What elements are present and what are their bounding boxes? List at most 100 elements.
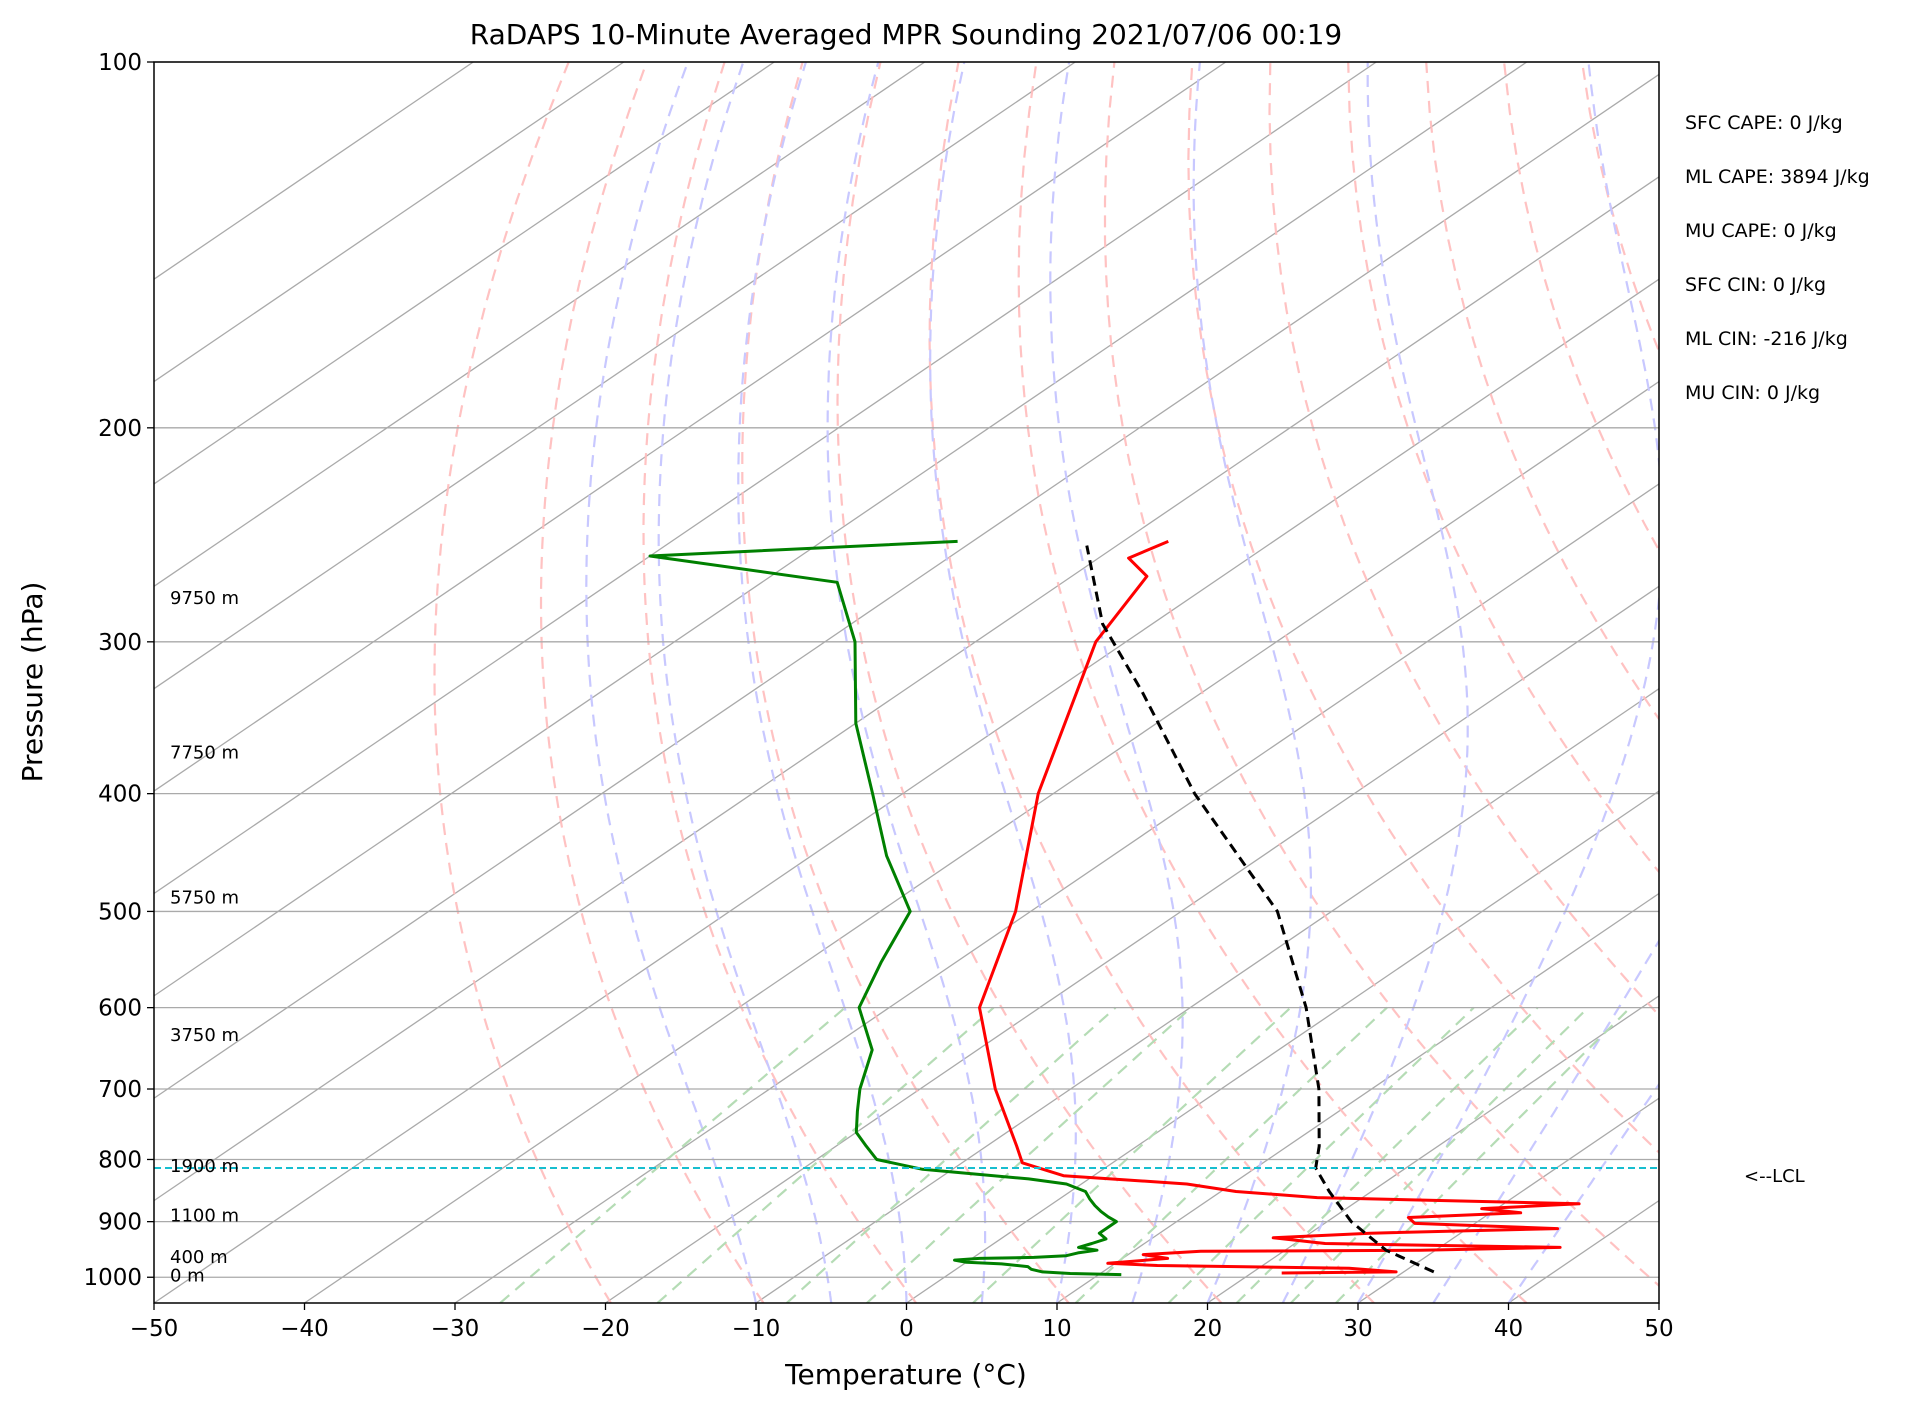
temperature-line [978,540,1581,1275]
height-label: 0 m [170,1266,205,1287]
y-tick-label: 700 [98,1077,142,1103]
x-tick-label: 30 [1343,1316,1372,1342]
isotherm-line [154,73,1659,1100]
dry-adiabat-line [1503,62,1659,553]
isotherm-line [906,790,1659,1303]
y-tick-label: 400 [98,782,142,808]
isotherm-line [605,585,1659,1303]
dry-adiabat-line [741,62,1070,1303]
dry-adiabat-line [433,62,612,1303]
height-label: 5750 m [170,888,239,909]
height-label: 7750 m [170,743,239,764]
x-tick-label: 20 [1193,1316,1222,1342]
x-tick-label: −40 [280,1316,329,1342]
moist-adiabat-line [657,62,833,1303]
dry-adiabat-line [642,62,917,1303]
dry-adiabat-line [1268,62,1659,1017]
x-tick-label: 40 [1494,1316,1523,1342]
height-label: 3750 m [170,1025,239,1046]
isotherm-line [154,62,474,280]
isotherm-line [1658,1302,1659,1303]
stat-line: SFC CIN: 0 J/kg [1685,274,1826,296]
pressure-gridlines [154,61,1659,1278]
lcl-label: <--LCL [1744,1166,1805,1187]
isotherm-line [154,278,1659,1303]
dewpoint-line [648,539,1122,1277]
dry-adiabat-line [1894,62,1914,1303]
dry-adiabat-line [1660,62,1914,1303]
stat-line: MU CIN: 0 J/kg [1685,382,1820,404]
parcel-profile-line [1085,545,1435,1274]
dry-adiabat-line [928,62,1375,1303]
mixing-ratio-line [1167,1006,1475,1303]
y-ticks: 100 200 300 400 500 600 700 800 900 1000 [83,50,154,1291]
moist-adiabat-line [1192,62,1313,1303]
x-axis-label: Temperature (°C) [784,1358,1027,1391]
mixing-ratio-line [972,1006,1292,1303]
height-label: 1900 m [170,1156,239,1177]
dry-adiabat-line [1103,62,1659,1288]
isotherm-line [154,62,775,485]
y-tick-label: 100 [98,50,142,76]
x-tick-label: −20 [581,1316,630,1342]
y-axis-label: Pressure (hPa) [16,582,49,783]
isotherm-line [154,176,1659,1202]
y-tick-label: 300 [98,630,142,656]
isotherm-line [154,62,1377,895]
isotherm-line [154,62,1076,690]
moist-adiabat-line [1357,62,1659,1303]
stats-panel: SFC CAPE: 0 J/kg ML CAPE: 3894 J/kg MU CAP… [1685,112,1870,404]
mixing-ratio-line [1074,1006,1388,1303]
height-label: 1100 m [170,1206,239,1227]
y-tick-label: 900 [98,1210,142,1236]
moist-adiabat-line [585,62,758,1303]
isotherm-line [154,62,1528,997]
y-tick-label: 1000 [83,1265,142,1291]
moist-adiabat-line [1432,938,1659,1303]
lcl-group: <--LCL [154,1166,1805,1187]
stat-line: SFC CAPE: 0 J/kg [1685,112,1843,134]
x-ticks: −50 −40 −30 −20 −10 0 10 20 30 40 50 [130,1303,1674,1342]
isotherm-line [304,380,1659,1303]
mixing-ratio-line [1290,1006,1589,1303]
stat-line: MU CAPE: 0 J/kg [1685,220,1837,242]
isotherm-line [154,62,625,383]
x-tick-label: −50 [130,1316,179,1342]
dry-adiabat-line [1816,62,1914,1303]
x-tick-label: 0 [899,1316,914,1342]
height-label: 9750 m [170,588,239,609]
isotherm-line [1207,995,1659,1303]
isotherm-line [1508,1199,1659,1303]
stat-line: ML CAPE: 3894 J/kg [1685,166,1870,188]
background-lines [154,62,1914,1303]
moist-adiabat-line [1507,1082,1659,1303]
stat-line: ML CIN: -216 J/kg [1685,328,1848,350]
mixing-ratio-line [786,1006,1117,1303]
dry-adiabat-line [1187,62,1659,1154]
mixing-ratio-line [656,1006,995,1303]
x-tick-label: −10 [732,1316,781,1342]
y-tick-label: 500 [98,899,142,925]
dry-adiabat-line [836,62,1223,1303]
mixing-ratio-line [1335,1006,1631,1303]
x-tick-label: 50 [1644,1316,1673,1342]
x-tick-label: 10 [1042,1316,1071,1342]
isotherm-line [755,687,1659,1303]
moist-adiabat-line [929,62,1077,1303]
y-tick-label: 800 [98,1147,142,1173]
height-label: 400 m [170,1247,228,1268]
isotherm-line [1056,892,1659,1303]
isotherm-line [454,483,1659,1303]
isotherm-line [154,62,1227,792]
dry-adiabat-line [1425,62,1659,721]
y-tick-label: 600 [98,996,142,1022]
isotherm-line [154,62,926,588]
y-tick-label: 200 [98,416,142,442]
x-tick-label: −30 [431,1316,480,1342]
moist-adiabat-line [1281,62,1469,1303]
plot-frame [153,61,1660,1304]
dry-adiabat-line [539,62,765,1303]
mixing-ratio-line [1235,1006,1539,1303]
chart-title: RaDAPS 10-Minute Averaged MPR Sounding 2… [470,18,1342,51]
